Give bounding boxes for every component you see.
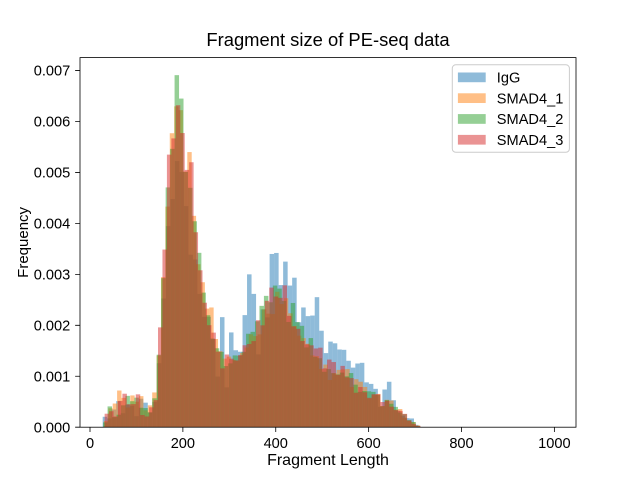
svg-text:200: 200: [171, 436, 195, 452]
svg-text:Fragment size of PE-seq data: Fragment size of PE-seq data: [206, 29, 450, 50]
svg-text:600: 600: [356, 436, 380, 452]
svg-text:0.007: 0.007: [34, 64, 71, 80]
svg-text:1000: 1000: [538, 436, 570, 452]
svg-text:0.005: 0.005: [34, 166, 71, 182]
svg-text:SMAD4_3: SMAD4_3: [497, 133, 564, 149]
svg-text:400: 400: [264, 436, 288, 452]
svg-text:0: 0: [86, 436, 94, 452]
svg-text:0.001: 0.001: [34, 369, 71, 385]
svg-text:0.002: 0.002: [34, 318, 71, 334]
svg-text:Fragment Length: Fragment Length: [267, 452, 389, 469]
svg-text:0.004: 0.004: [34, 217, 71, 233]
svg-text:Frequency: Frequency: [15, 206, 32, 277]
svg-text:0.003: 0.003: [34, 267, 71, 283]
svg-text:SMAD4_2: SMAD4_2: [497, 112, 564, 128]
svg-text:800: 800: [449, 436, 473, 452]
svg-text:0.000: 0.000: [34, 420, 71, 436]
svg-text:SMAD4_1: SMAD4_1: [497, 91, 564, 107]
svg-text:IgG: IgG: [497, 70, 521, 86]
svg-text:0.006: 0.006: [34, 115, 71, 131]
